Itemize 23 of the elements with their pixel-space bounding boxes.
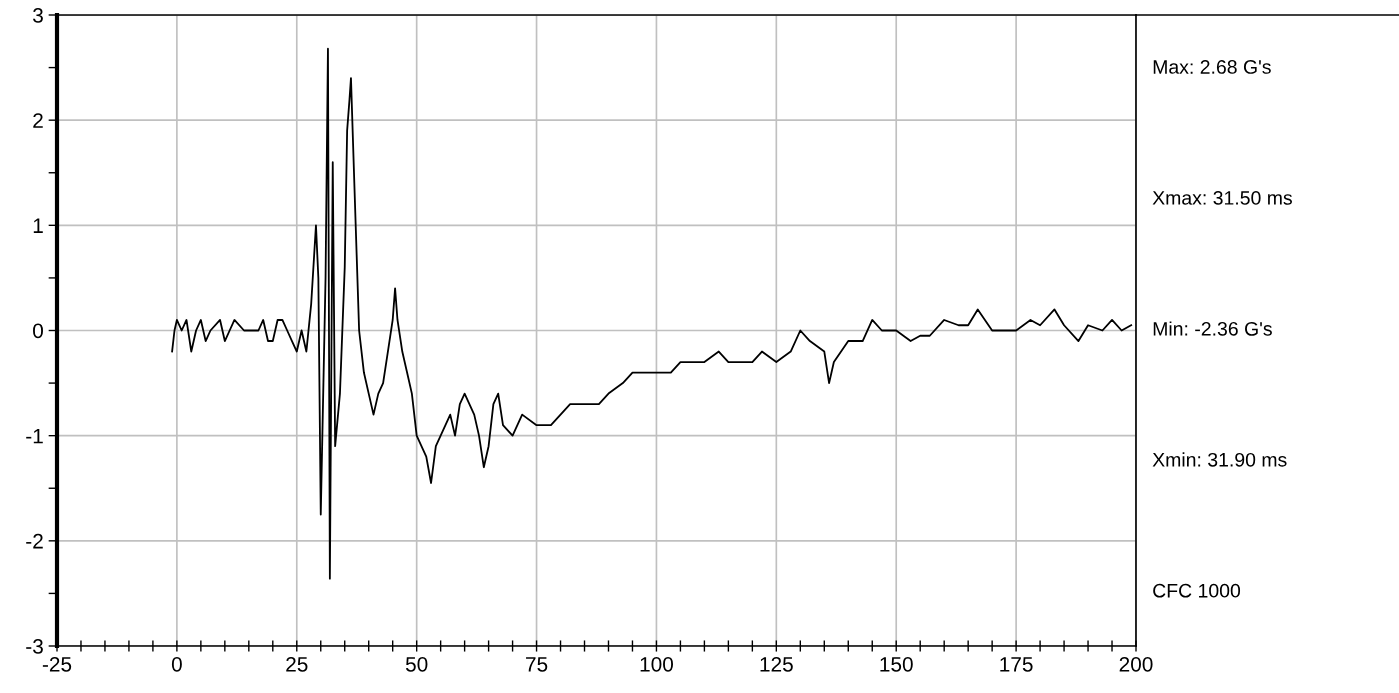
x-tick-label: 100 — [640, 656, 674, 672]
y-tick-label: -1 — [26, 428, 43, 444]
y-tick-label: -2 — [26, 533, 43, 549]
x-tick-label: -25 — [42, 656, 72, 672]
y-tick-label: -3 — [26, 639, 43, 654]
y-tick-label: 1 — [33, 218, 43, 233]
text: Max: 2.68 G's — [1153, 60, 1271, 74]
text: CFC 1000 — [1153, 583, 1241, 598]
x-tick-label: 75 — [526, 657, 548, 672]
line-series — [171, 47, 1133, 580]
text: Xmax: 31.50 ms — [1152, 191, 1292, 205]
x-tick-label: 175 — [1000, 657, 1033, 672]
x-tick-label: 50 — [405, 656, 428, 672]
text: Xmin: 31.90 ms — [1152, 452, 1287, 467]
x-tick-label: 200 — [1119, 656, 1153, 672]
text: Min: -2.36 G's — [1153, 321, 1272, 336]
y-tick-label: 3 — [33, 8, 43, 23]
x-tick-label: 25 — [286, 656, 308, 672]
x-tick-label: 125 — [760, 656, 793, 672]
y-tick-label: 0 — [33, 323, 43, 339]
y-tick-label: 2 — [33, 113, 43, 128]
x-tick-label: 150 — [880, 656, 913, 672]
x-tick-label: 0 — [171, 656, 182, 672]
